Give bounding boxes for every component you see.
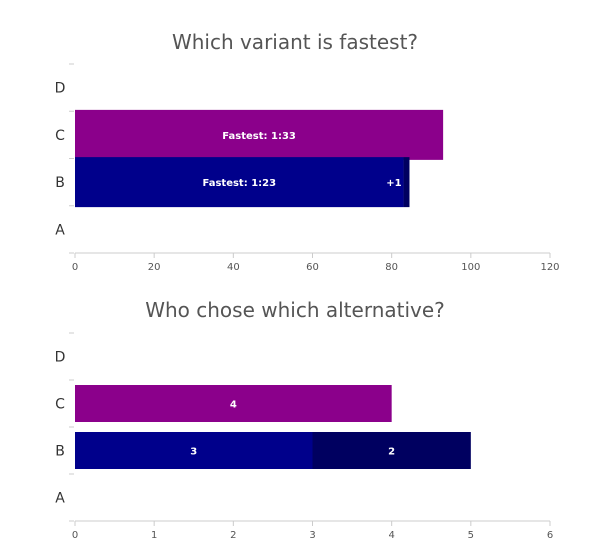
category-label: C (55, 128, 65, 144)
bar-data-label: 3 (190, 447, 197, 458)
x-tick-label: 2 (230, 530, 236, 541)
bar[interactable] (75, 157, 404, 208)
category-label: B (55, 175, 65, 191)
chart-title: Which variant is fastest? (171, 30, 419, 54)
category-label: A (55, 491, 65, 507)
x-tick-label: 5 (468, 530, 474, 541)
chart-title: Who chose which alternative? (145, 298, 445, 322)
bar-data-label: Fastest: 1:23 (202, 178, 276, 189)
x-tick-label: 0 (72, 530, 78, 541)
x-tick-label: 0 (72, 262, 78, 273)
bar-data-label: Fastest: 1:33 (222, 131, 296, 142)
bar-data-label: 2 (388, 447, 395, 458)
bar[interactable] (75, 385, 392, 422)
x-tick-label: 100 (461, 262, 480, 273)
chart-fastest-plot: D C B A Fastest: 1:33 Fastest: 1:23 +1 0 20 40 60 8… (55, 63, 560, 273)
category-label: C (55, 397, 65, 413)
bar[interactable] (312, 432, 471, 469)
x-tick-label: 60 (306, 262, 319, 273)
bar[interactable] (75, 432, 313, 469)
x-tick-label: 120 (540, 262, 559, 273)
bar-data-label: +1 (386, 178, 401, 189)
x-tick-label: 20 (148, 262, 161, 273)
category-label: A (55, 222, 65, 238)
x-tick-label: 4 (388, 530, 394, 541)
x-tick-label: 1 (151, 530, 157, 541)
bar[interactable] (403, 157, 410, 208)
x-tick-label: 40 (227, 262, 240, 273)
bar-data-label: 4 (230, 400, 237, 411)
category-label: D (55, 81, 66, 97)
x-tick-label: 6 (547, 530, 553, 541)
category-label: B (55, 444, 65, 460)
bar[interactable] (75, 109, 444, 160)
category-label: D (55, 350, 66, 366)
x-tick-label: 80 (385, 262, 398, 273)
x-tick-label: 3 (309, 530, 315, 541)
